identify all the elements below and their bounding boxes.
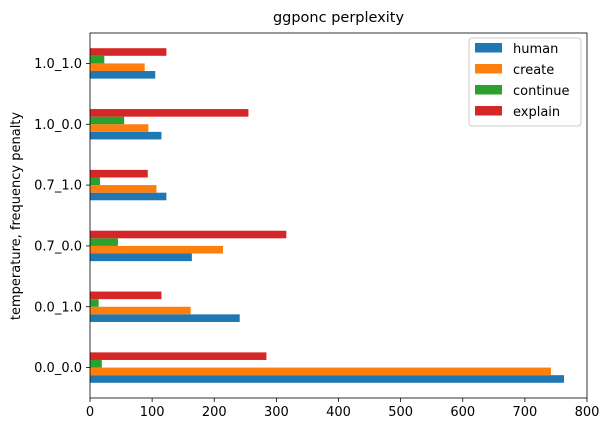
legend-box: [468, 37, 582, 127]
legend-swatch-continue: [475, 85, 502, 95]
bar-human-1-0-1-0: [90, 71, 156, 79]
y-tick-label: 0.0_0.0: [34, 361, 82, 376]
legend-swatch-human: [475, 43, 502, 53]
bar-human-1-0-0-0: [90, 131, 162, 140]
x-tick-label: 300: [264, 405, 289, 420]
bar-human-0-7-1-0: [90, 192, 167, 201]
bar-continue-0-7-0-0: [90, 238, 118, 246]
y-tick-label: 0.0_1.0: [34, 300, 82, 315]
legend-label-continue: continue: [513, 84, 570, 99]
ticks-group: 0 100 200 300 400 500 600 700 800 0.0_0.0 0.0_1.0 0…: [34, 57, 599, 420]
bar-human-0-0-1-0: [90, 314, 240, 322]
legend-swatch-explain: [475, 106, 502, 116]
bar-create-1-0-0-0: [90, 124, 149, 132]
bar-explain-0-0-1-0: [90, 291, 162, 300]
x-tick-label: 800: [575, 405, 600, 420]
x-tick-label: 400: [326, 405, 351, 420]
chart-title: ggponc perplexity: [273, 10, 405, 26]
bar-human-0-7-0-0: [90, 253, 192, 262]
y-tick-label: 1.0_0.0: [34, 118, 82, 133]
legend-swatch-create: [475, 64, 502, 74]
bar-human-0-0-0-0: [90, 375, 565, 383]
bar-explain-0-7-0-0: [90, 230, 287, 239]
bar-continue-0-0-1-0: [90, 299, 99, 307]
x-tick-label: 0: [86, 405, 94, 420]
y-axis-label: temperature, frequency penalty: [9, 112, 24, 320]
bar-create-0-7-1-0: [90, 185, 157, 193]
bar-create-0-0-1-0: [90, 306, 191, 315]
bar-continue-0-0-0-0: [90, 359, 102, 368]
bar-continue-1-0-0-0: [90, 116, 125, 125]
bar-explain-0-7-1-0: [90, 169, 148, 178]
bar-create-1-0-1-0: [90, 63, 145, 72]
legend-label-explain: explain: [513, 105, 560, 120]
bar-continue-0-7-1-0: [90, 177, 100, 186]
x-tick-label: 700: [512, 405, 537, 420]
bar-explain-1-0-0-0: [90, 109, 249, 117]
y-tick-label: 0.7_0.0: [34, 239, 82, 254]
x-tick-label: 100: [140, 405, 165, 420]
bars-group: [90, 48, 565, 383]
bar-create-0-7-0-0: [90, 245, 223, 254]
bar-explain-0-0-0-0: [90, 352, 267, 360]
bar-create-0-0-0-0: [90, 367, 551, 376]
x-tick-label: 500: [388, 405, 413, 420]
legend-label-human: human: [513, 42, 558, 57]
legend-label-create: create: [513, 63, 554, 78]
y-tick-label: 1.0_1.0: [34, 57, 82, 72]
legend: human create continue explain: [468, 37, 582, 127]
x-tick-label: 200: [202, 405, 227, 420]
y-tick-label: 0.7_1.0: [34, 179, 82, 194]
bar-continue-1-0-1-0: [90, 55, 105, 64]
bar-explain-1-0-1-0: [90, 48, 167, 56]
x-tick-label: 600: [450, 405, 475, 420]
